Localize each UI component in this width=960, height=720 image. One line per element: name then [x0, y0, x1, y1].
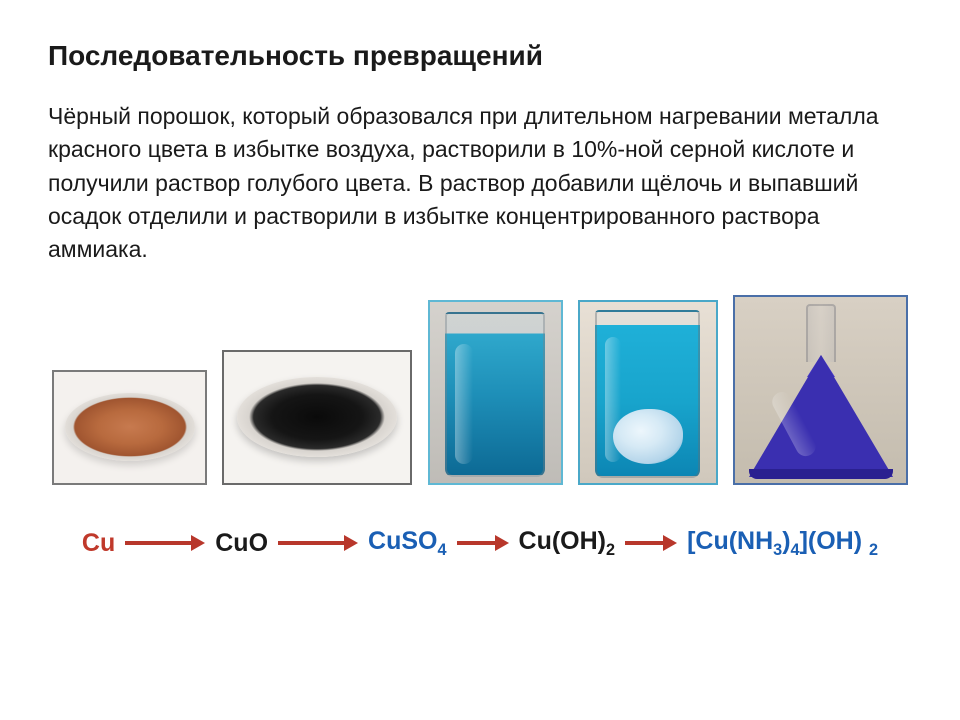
copper-powder-image [52, 370, 207, 485]
black-powder-image [222, 350, 412, 485]
arrow-icon [278, 536, 358, 550]
formula-cuoh2: Cu(OH)2 [519, 527, 616, 560]
arrow-icon [125, 536, 205, 550]
copper-dish-icon [65, 393, 195, 461]
arrow-icon [457, 536, 509, 550]
beaker-icon [445, 312, 545, 477]
violet-flask-image [733, 295, 908, 485]
equation-row: Cu CuO CuSO4 Cu(OH)2 [Cu(NH3)4](OH) 2 [48, 527, 912, 560]
page-title: Последовательность превращений [48, 40, 912, 72]
formula-complex: [Cu(NH3)4](OH) 2 [687, 527, 878, 560]
images-row [48, 295, 912, 485]
formula-cuso4: CuSO4 [368, 527, 447, 560]
blue-solution-image [428, 300, 563, 485]
black-dish-icon [237, 377, 397, 457]
flask-icon [746, 304, 896, 479]
formula-cu: Cu [82, 529, 115, 558]
beaker-precipitate-icon [595, 310, 700, 478]
formula-cuo: CuO [215, 529, 268, 558]
description-text: Чёрный порошок, который образовался при … [48, 100, 908, 267]
precipitate-icon [613, 409, 683, 464]
precipitate-image [578, 300, 718, 485]
arrow-icon [625, 536, 677, 550]
